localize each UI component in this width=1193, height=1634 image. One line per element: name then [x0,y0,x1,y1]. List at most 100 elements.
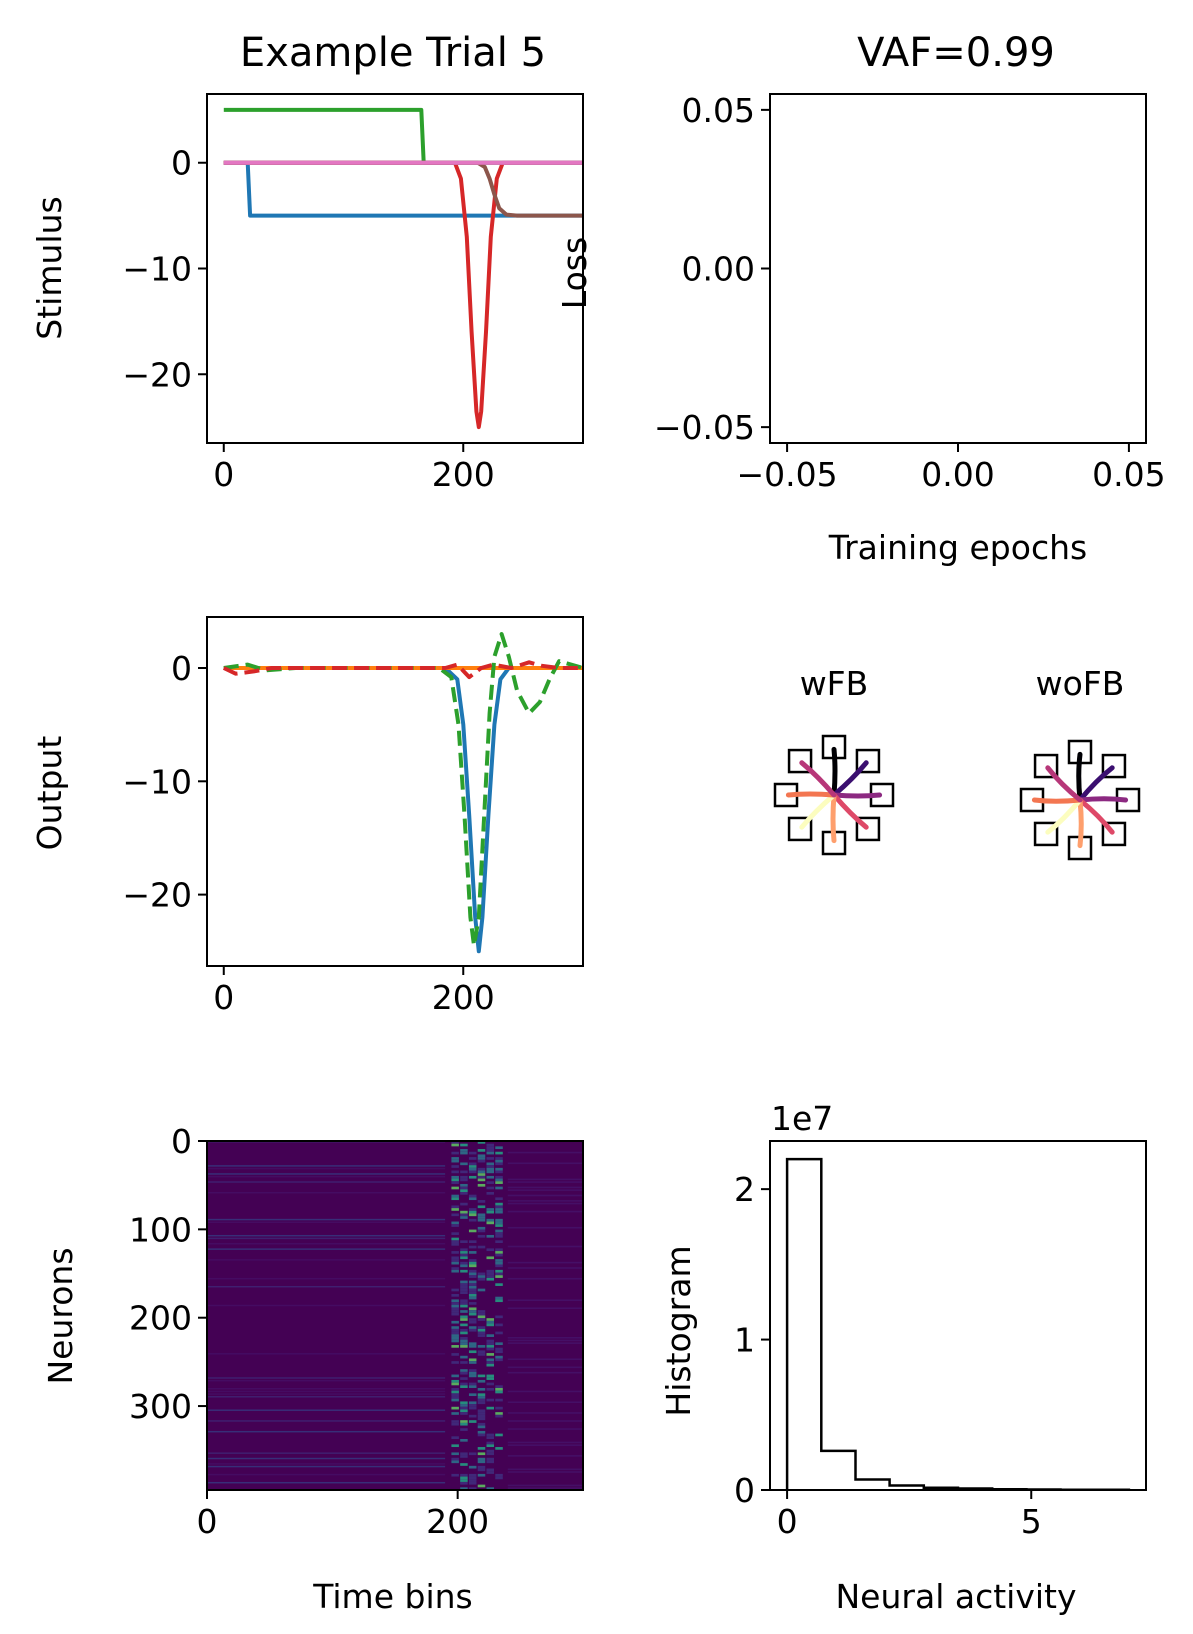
heatmap-burst-cell [486,1218,495,1222]
heatmap-burst-cell [451,1307,459,1311]
heatmap-burst-cell [468,1371,477,1375]
heatmap-burst-cell [451,1406,459,1410]
reach-trajectory [785,791,837,798]
stimulus-title: Example Trial 5 [240,30,546,76]
heatmap-burst-cell [468,1476,477,1480]
heatmap-burst-cell [495,1299,503,1303]
heatmap-burst-cell [477,1409,486,1413]
heatmap-burst-cell [460,1412,468,1415]
heatmap-burst-cell [451,1170,459,1174]
heatmap-burst-cell [486,1318,495,1321]
heatmap-late-streak [507,1441,583,1444]
heatmap-burst-cell [468,1479,477,1482]
output-ytick-label: −10 [122,762,192,801]
heatmap-late-streak [507,1226,583,1229]
heatmap-burst-cell [477,1234,486,1238]
heatmap-streak [207,1430,446,1433]
heatmap-burst-cell [451,1396,459,1399]
heatmap-burst-cell [477,1159,486,1163]
stimulus-line [223,160,583,218]
heatmap-burst-cell [460,1420,468,1423]
heatmap-streak [207,1237,446,1240]
heatmap-burst-cell [460,1304,468,1308]
heatmap-burst-cell [468,1261,477,1265]
reach-trajectory [1076,751,1083,803]
heatmap-streak [207,1379,446,1382]
heatmap-burst-cell [477,1226,486,1230]
heatmap-burst-cell [477,1141,486,1144]
reach-trajectory [831,760,869,798]
heatmap-burst-cell [451,1151,459,1155]
heatmap-burst-cell [495,1181,503,1184]
heatmap-burst-cell [477,1149,486,1152]
heatmap-burst-cell [460,1143,468,1147]
heatmap-burst-cell [451,1194,459,1198]
reach-trajectory [1077,796,1129,803]
reach-trajectory [1077,765,1115,803]
heatmap-burst-cell [468,1452,477,1456]
heatmap-xtick-label: 0 [197,1502,218,1541]
heatmap-burst-cell [477,1465,486,1469]
heatmap-burst-cell [460,1175,468,1179]
heatmap-burst-cell [495,1253,503,1257]
reach-trajectory [1077,797,1115,835]
heatmap-late-streak [507,1267,583,1269]
heatmap-burst-cell [468,1275,477,1278]
heatmap-burst-cell [468,1165,477,1168]
heatmap-burst-cell [477,1312,486,1316]
heatmap-burst-cell [495,1167,503,1171]
heatmap-burst-cell [451,1208,459,1211]
heatmap-burst-cell [451,1326,459,1329]
heatmap-burst-cell [451,1181,459,1184]
heatmap-late-streak [507,1194,583,1197]
reach-trajectory [831,792,869,830]
heatmap-burst-cell [451,1175,459,1179]
heatmap-burst-cell [460,1385,468,1388]
reach-trajectory [1045,765,1083,803]
heatmap-burst-cell [460,1178,468,1182]
heatmap-burst-cell [451,1259,459,1262]
heatmap-burst-cell [495,1347,503,1351]
heatmap-burst-cell [477,1175,486,1179]
heatmap-burst-cell [451,1232,459,1235]
heatmap-burst-cell [451,1261,459,1265]
histogram-ytick-label: 2 [734,1170,755,1209]
stimulus-ytick-label: 0 [171,144,192,183]
heatmap-burst-cell [460,1422,468,1426]
reach-trajectory [1031,797,1083,804]
loss-xtick-label: 0.00 [921,455,994,494]
heatmap-burst-cell [451,1310,459,1313]
heatmap-burst-cell [460,1251,468,1254]
heatmap-burst-cell [468,1208,477,1211]
heatmap-burst-cell [486,1175,495,1179]
heatmap-burst-cell [468,1285,477,1289]
heatmap-burst-cell [451,1256,459,1260]
reach-trajectory [1077,797,1084,849]
heatmap-burst-cell [451,1382,459,1386]
heatmap-burst-cell [486,1361,495,1364]
heatmap-burst-cell [468,1175,477,1179]
loss-axes-frame [769,93,1147,444]
heatmap-streak [207,1390,446,1393]
heatmap-ytick-label: 200 [129,1299,192,1338]
heatmap-burst-cell [451,1302,459,1305]
heatmap-panel: 0 200 0 100 200 300 Neurons Time bins [41,1122,584,1616]
heatmap-burst-cell [486,1269,495,1273]
heatmap-burst-cell [460,1202,468,1206]
heatmap-burst-cell [460,1315,468,1319]
heatmap-burst-cell [477,1430,486,1434]
stimulus-ylabel: Stimulus [30,196,69,339]
heatmap-burst-cell [486,1143,495,1147]
heatmap-burst-cell [477,1272,486,1276]
heatmap-burst-cell [468,1288,477,1292]
heatmap-burst-cell [477,1229,486,1233]
heatmap-burst-cell [495,1350,503,1354]
heatmap-burst-cell [460,1361,468,1364]
heatmap-burst-cell [477,1328,486,1332]
heatmap-late-streak [507,1299,583,1301]
reach-label-wfb: wFB [800,664,869,703]
heatmap-burst-cell [451,1336,459,1340]
heatmap-burst-cell [495,1269,503,1273]
heatmap-cells [207,1141,583,1490]
